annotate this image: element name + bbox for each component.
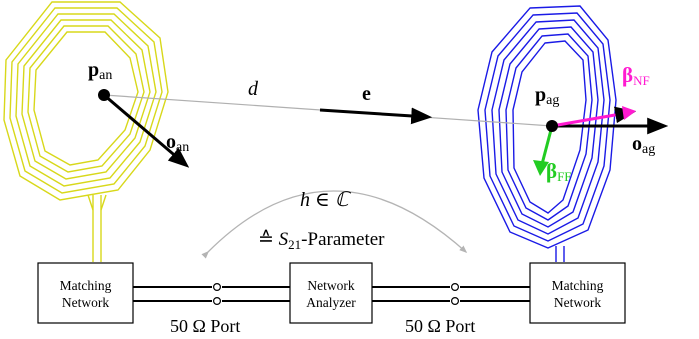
network-analyzer-box: Network Analyzer: [289, 262, 373, 324]
anchor-coil: [3, 1, 169, 262]
right-matching-network-box: Matching Network: [529, 262, 626, 324]
label-port-right: 50 Ω Port: [405, 316, 475, 336]
right-box-line1: Matching: [552, 278, 604, 293]
label-port-left: 50 Ω Port: [170, 316, 240, 336]
s21-curve-arrow: [201, 190, 468, 259]
left-matching-network-box: Matching Network: [37, 262, 134, 324]
label-s21: ≙ S21-Parameter: [258, 229, 385, 252]
label-h-channel: h ∈ ℂ: [300, 189, 352, 211]
right-port-cable: [372, 283, 530, 306]
label-o-an: oan: [166, 131, 189, 155]
label-p-an: pan: [88, 59, 112, 83]
p-ag-point: [546, 120, 558, 132]
e-vector-arrow: [319, 107, 433, 125]
center-box-line2: Analyzer: [306, 295, 356, 310]
left-box-line1: Matching: [60, 278, 112, 293]
center-box-line1: Network: [307, 278, 354, 293]
label-p-ag: pag: [535, 84, 559, 108]
right-box-line2: Network: [554, 295, 601, 310]
beta-ff-arrow: [539, 125, 554, 169]
label-o-ag: oag: [632, 133, 655, 157]
label-beta-nf: βNF: [622, 63, 650, 88]
left-port-cable: [133, 283, 290, 306]
beta-nf-arrow: [551, 106, 637, 128]
o-an-arrow: [103, 93, 190, 168]
agent-coil: [477, 5, 617, 262]
p-an-point: [98, 89, 110, 101]
label-d: d: [248, 78, 259, 100]
label-e: e: [362, 83, 371, 105]
label-beta-ff: βFF: [546, 159, 572, 184]
left-box-line2: Network: [62, 295, 109, 310]
